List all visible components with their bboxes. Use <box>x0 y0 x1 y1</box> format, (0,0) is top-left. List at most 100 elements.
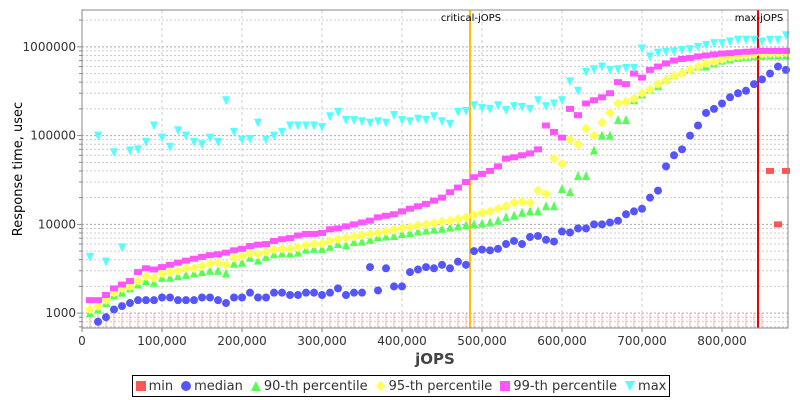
x-tick-label: 500,000 <box>457 334 507 348</box>
x-tick-label: 200,000 <box>217 334 267 348</box>
data-point <box>550 237 558 246</box>
data-point <box>414 203 422 210</box>
data-point <box>598 62 606 72</box>
data-point <box>221 259 231 270</box>
data-point <box>710 104 718 113</box>
data-point <box>133 276 143 287</box>
legend-symbol-icon <box>500 381 511 391</box>
data-point <box>558 134 566 141</box>
data-point <box>150 296 158 305</box>
data-point <box>598 130 606 140</box>
data-point <box>293 242 303 253</box>
data-point <box>102 257 110 267</box>
data-point <box>86 252 94 262</box>
data-point <box>470 247 478 256</box>
data-point <box>278 236 286 243</box>
data-point <box>702 52 710 59</box>
data-point <box>638 44 646 54</box>
data-point <box>742 35 750 45</box>
data-point <box>486 217 494 227</box>
data-point <box>486 104 494 114</box>
data-point <box>494 163 502 170</box>
data-point <box>134 145 142 155</box>
data-point <box>85 304 95 315</box>
x-tick-label: 800,000 <box>697 334 747 348</box>
data-point <box>406 205 414 212</box>
legend-label: 90-th percentile <box>263 378 368 394</box>
data-point <box>326 226 334 233</box>
legend-label: 95-th percentile <box>388 378 493 394</box>
data-point <box>565 134 575 145</box>
data-point <box>150 121 158 131</box>
data-point <box>286 235 294 242</box>
data-point <box>286 291 294 300</box>
data-point <box>358 236 366 246</box>
data-point <box>510 210 518 220</box>
data-point <box>654 48 662 58</box>
data-point <box>661 75 671 86</box>
data-point <box>582 224 590 233</box>
data-point <box>534 206 542 216</box>
series-99-th-percentile <box>86 47 790 304</box>
data-point <box>254 255 262 265</box>
data-point <box>285 243 295 254</box>
data-point <box>254 293 262 302</box>
data-point <box>382 264 390 273</box>
data-point <box>597 117 607 128</box>
data-point <box>662 47 670 57</box>
data-point <box>310 121 318 131</box>
data-point <box>646 52 654 62</box>
legend-label: max <box>638 378 667 394</box>
data-point <box>166 261 174 268</box>
data-point <box>270 288 278 297</box>
data-point <box>646 66 654 73</box>
data-point <box>174 259 182 266</box>
data-point <box>598 220 606 229</box>
data-point <box>381 226 391 237</box>
data-point <box>493 203 503 214</box>
data-point <box>534 146 542 153</box>
data-point <box>678 46 686 56</box>
data-point <box>510 236 518 245</box>
data-point <box>550 99 558 109</box>
data-point <box>158 264 166 271</box>
data-point <box>558 184 566 194</box>
data-point <box>294 291 302 300</box>
data-point <box>542 102 550 112</box>
data-point <box>718 99 726 108</box>
marker-label: critical-jOPS <box>441 13 501 24</box>
data-point <box>693 61 703 72</box>
data-point <box>502 105 510 115</box>
data-point <box>430 224 438 234</box>
data-point <box>374 117 382 127</box>
data-point <box>645 84 655 95</box>
data-point <box>478 170 486 177</box>
data-point <box>550 128 558 135</box>
data-point <box>446 264 454 273</box>
data-point <box>93 301 103 312</box>
data-point <box>422 200 430 207</box>
data-point <box>654 186 662 195</box>
legend-symbol-icon <box>375 381 386 391</box>
data-point <box>206 133 214 143</box>
data-point <box>742 86 750 95</box>
data-point <box>478 103 486 113</box>
data-point <box>198 253 206 260</box>
data-point <box>350 288 358 297</box>
data-point <box>406 117 414 127</box>
data-point <box>438 223 446 233</box>
legend-symbol-icon <box>250 381 261 391</box>
data-point <box>222 268 230 278</box>
legend-label: median <box>194 378 243 394</box>
data-point <box>598 94 606 101</box>
data-point <box>494 101 502 111</box>
data-point <box>166 142 174 152</box>
data-point <box>350 115 358 125</box>
data-point <box>414 114 422 124</box>
data-point <box>750 48 758 55</box>
data-point <box>622 210 630 219</box>
data-point <box>710 51 718 58</box>
data-point <box>245 248 255 259</box>
data-point <box>422 225 430 235</box>
data-point <box>726 93 734 102</box>
